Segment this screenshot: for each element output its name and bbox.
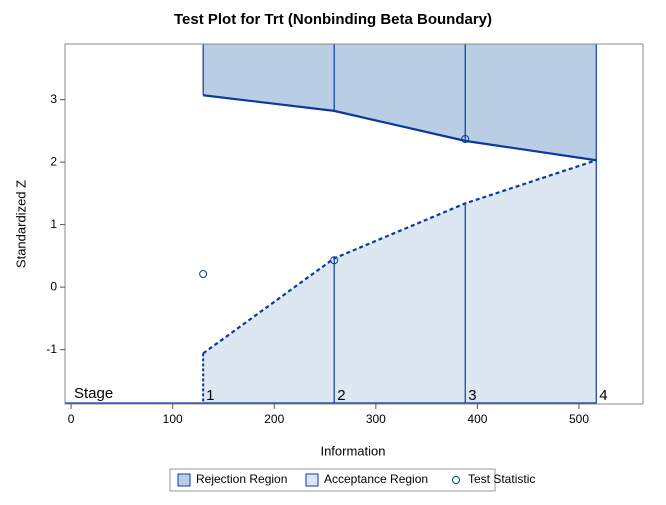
y-tick-label: 2 bbox=[50, 154, 57, 168]
stage-number: 3 bbox=[468, 387, 476, 404]
legend-frame bbox=[169, 468, 496, 492]
stage-number: 2 bbox=[337, 387, 345, 404]
test-statistic bbox=[330, 256, 339, 265]
legend-swatch bbox=[305, 473, 319, 487]
legend-label: Acceptance Region bbox=[324, 472, 428, 486]
y-tick-label: 1 bbox=[50, 217, 57, 231]
legend-label: Rejection Region bbox=[196, 472, 287, 486]
legend-marker bbox=[452, 476, 460, 484]
rejection-region bbox=[203, 44, 597, 161]
stage-number: 1 bbox=[206, 387, 214, 404]
x-axis-label: Information bbox=[320, 443, 385, 458]
y-tick-label: 3 bbox=[50, 92, 57, 106]
y-axis-label: Standardized Z bbox=[13, 180, 28, 268]
legend-label: Test Statistic bbox=[468, 472, 535, 486]
x-tick-label: 400 bbox=[467, 412, 487, 426]
chart-title: Test Plot for Trt (Nonbinding Beta Bound… bbox=[174, 11, 492, 28]
stage-number: 4 bbox=[599, 387, 607, 404]
stage-label: Stage bbox=[74, 385, 113, 402]
x-tick-label: 500 bbox=[569, 412, 589, 426]
x-tick-label: 100 bbox=[163, 412, 183, 426]
lower-boundary bbox=[202, 159, 597, 355]
x-tick-label: 200 bbox=[264, 412, 284, 426]
legend-swatch bbox=[177, 473, 191, 487]
acceptance-region bbox=[203, 160, 597, 404]
test-statistic bbox=[461, 135, 470, 143]
plot-frame bbox=[64, 43, 644, 405]
y-tick-label: 0 bbox=[50, 279, 57, 293]
test-statistic bbox=[199, 270, 208, 278]
x-tick-label: 300 bbox=[366, 412, 386, 426]
upper-boundary bbox=[203, 94, 597, 162]
x-tick-label: 0 bbox=[68, 412, 75, 426]
y-tick-label: -1 bbox=[46, 342, 57, 356]
